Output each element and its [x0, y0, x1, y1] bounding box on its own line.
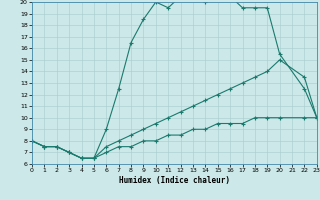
X-axis label: Humidex (Indice chaleur): Humidex (Indice chaleur) — [119, 176, 230, 185]
